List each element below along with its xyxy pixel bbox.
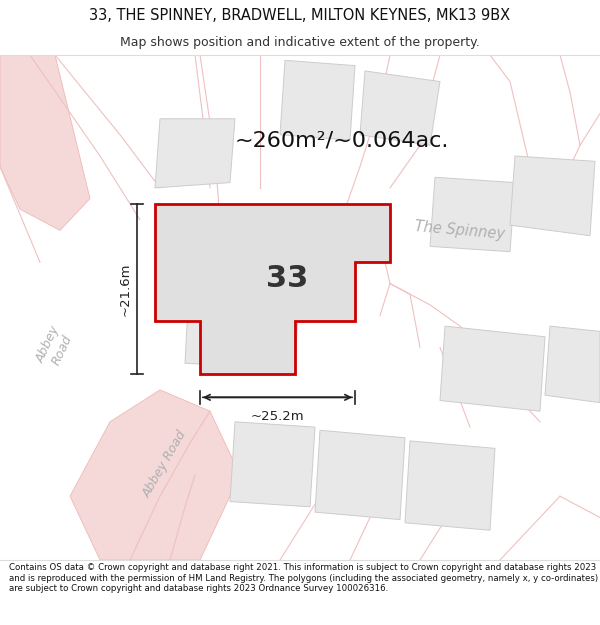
- Polygon shape: [0, 55, 90, 231]
- Polygon shape: [545, 326, 600, 402]
- Polygon shape: [230, 422, 315, 507]
- Polygon shape: [510, 156, 595, 236]
- Text: ~260m²/~0.064ac.: ~260m²/~0.064ac.: [235, 130, 449, 150]
- Text: 33: 33: [266, 264, 308, 292]
- Polygon shape: [315, 430, 405, 519]
- Text: Abbey
Road: Abbey Road: [34, 324, 76, 371]
- Text: Map shows position and indicative extent of the property.: Map shows position and indicative extent…: [120, 36, 480, 49]
- Text: ~25.2m: ~25.2m: [251, 410, 304, 423]
- Text: ~21.6m: ~21.6m: [119, 262, 132, 316]
- Text: The Spinney: The Spinney: [414, 219, 506, 242]
- Polygon shape: [155, 204, 390, 374]
- Polygon shape: [360, 71, 440, 146]
- Polygon shape: [430, 177, 515, 252]
- Text: Abbey Road: Abbey Road: [140, 429, 190, 500]
- Text: Contains OS data © Crown copyright and database right 2021. This information is : Contains OS data © Crown copyright and d…: [9, 563, 598, 593]
- Polygon shape: [405, 441, 495, 530]
- Polygon shape: [185, 268, 300, 369]
- Text: 33, THE SPINNEY, BRADWELL, MILTON KEYNES, MK13 9BX: 33, THE SPINNEY, BRADWELL, MILTON KEYNES…: [89, 8, 511, 23]
- Polygon shape: [280, 61, 355, 140]
- Polygon shape: [70, 390, 240, 560]
- Polygon shape: [440, 326, 545, 411]
- Polygon shape: [155, 119, 235, 188]
